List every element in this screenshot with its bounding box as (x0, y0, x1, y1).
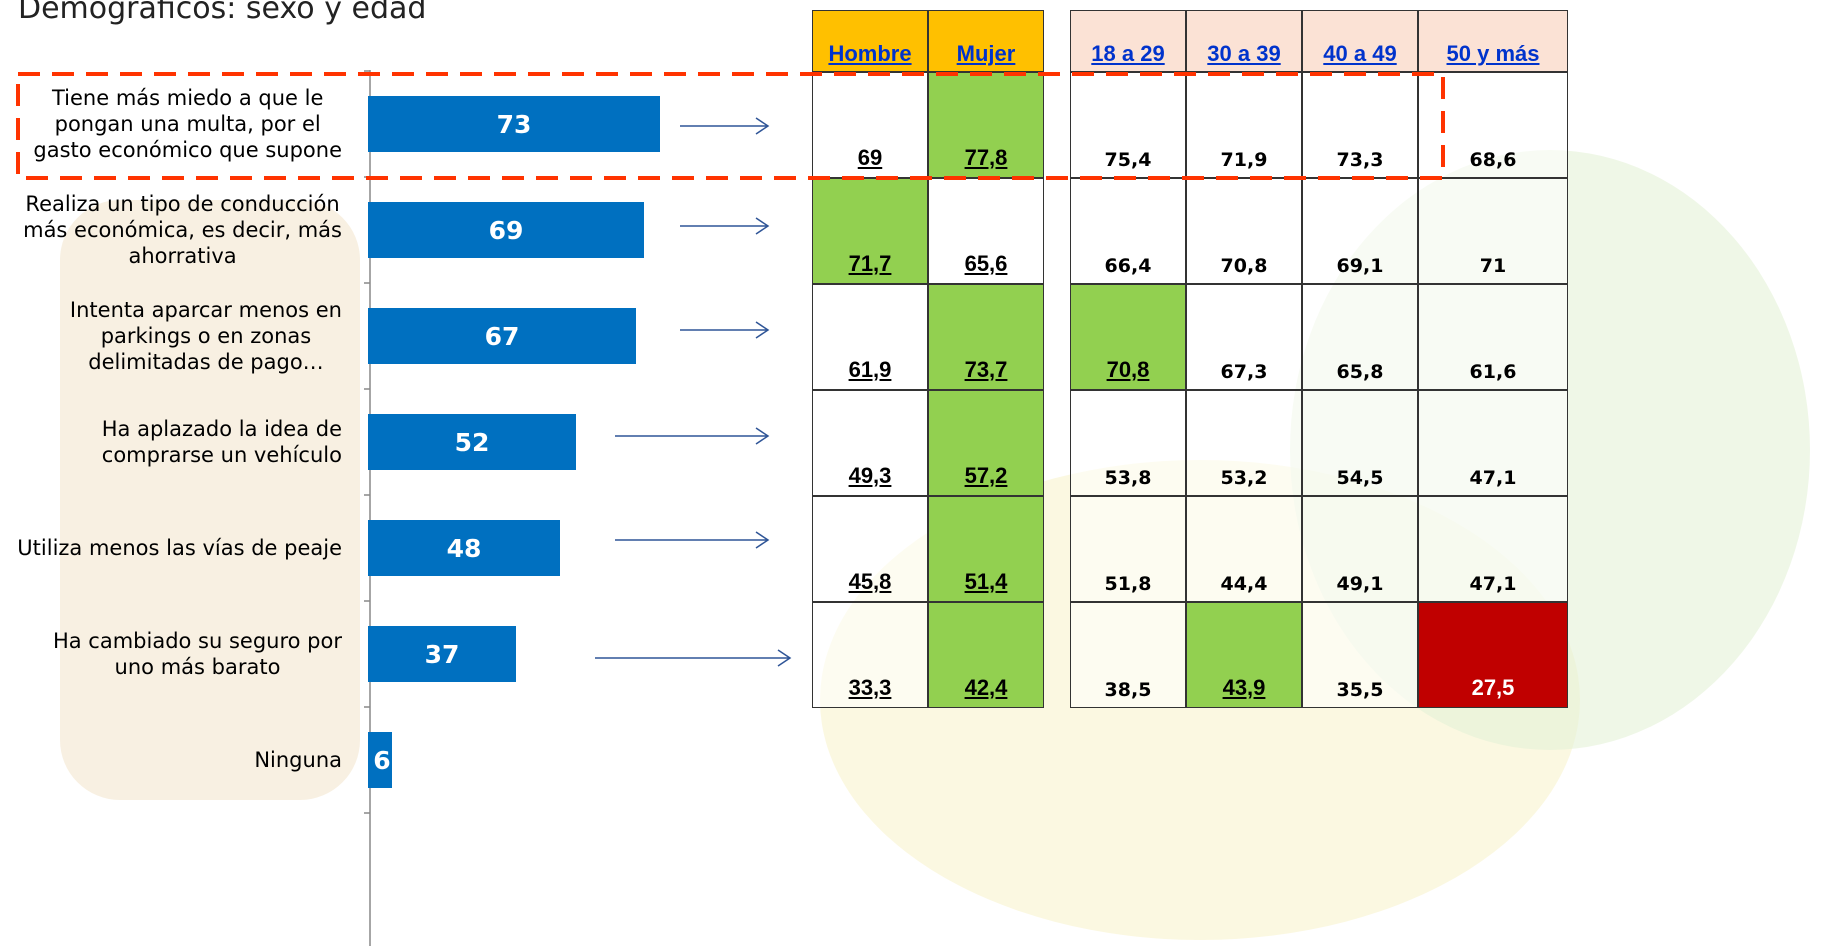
table-cell: 70,8 (1186, 178, 1302, 284)
category-label: Realiza un tipo de conducción más económ… (23, 192, 342, 268)
table-cell: 47,1 (1418, 390, 1568, 496)
bar (368, 308, 636, 364)
table-cell: 38,5 (1070, 602, 1186, 708)
table-cell: 47,1 (1418, 496, 1568, 602)
bar (368, 732, 392, 788)
page-title: Demográficos: sexo y edad (18, 0, 426, 26)
table-cell: 68,6 (1418, 72, 1568, 178)
category-label: Ninguna (254, 748, 342, 772)
table-cell: 77,8 (928, 72, 1044, 178)
table-cell: 65,6 (928, 178, 1044, 284)
table-cell: 57,2 (928, 390, 1044, 496)
table-cell: 27,5 (1418, 602, 1568, 708)
table-header: 30 a 39 (1186, 10, 1302, 72)
table-cell: 53,2 (1186, 390, 1302, 496)
category-label: Ha aplazado la idea de comprarse un vehí… (101, 417, 342, 467)
bar-value-label: 67 (485, 322, 520, 351)
table-cell: 66,4 (1070, 178, 1186, 284)
table-cell: 71,7 (812, 178, 928, 284)
table-cell: 49,3 (812, 390, 928, 496)
arrows (595, 117, 792, 667)
bar (368, 520, 560, 576)
table-cell: 61,6 (1418, 284, 1568, 390)
table-cell: 44,4 (1186, 496, 1302, 602)
table-cell: 49,1 (1302, 496, 1418, 602)
table-cell: 53,8 (1070, 390, 1186, 496)
table-cell: 65,8 (1302, 284, 1418, 390)
table-cell: 75,4 (1070, 72, 1186, 178)
table-cell: 69 (812, 72, 928, 178)
table-cell: 67,3 (1186, 284, 1302, 390)
table-header: 40 a 49 (1302, 10, 1418, 72)
bg-clothespin (60, 200, 360, 800)
bar-value-label: 52 (455, 428, 490, 457)
bar-value-label: 37 (425, 640, 460, 669)
table-cell: 51,8 (1070, 496, 1186, 602)
bar-value-label: 73 (497, 110, 532, 139)
table-cell: 73,7 (928, 284, 1044, 390)
bar (368, 414, 576, 470)
table-cell: 71,9 (1186, 72, 1302, 178)
category-label: Ha cambiado su seguro por uno más barato (52, 629, 342, 679)
table-cell: 54,5 (1302, 390, 1418, 496)
bar (368, 626, 516, 682)
table-header: Mujer (928, 10, 1044, 72)
table-cell: 35,5 (1302, 602, 1418, 708)
table-cell: 71 (1418, 178, 1568, 284)
category-label: Intenta aparcar menos en parkings o en z… (69, 298, 342, 374)
bar-value-label: 48 (447, 534, 482, 563)
bar (368, 202, 644, 258)
table-cell: 42,4 (928, 602, 1044, 708)
table-cell: 61,9 (812, 284, 928, 390)
table-header: 18 a 29 (1070, 10, 1186, 72)
category-label: Tiene más miedo a que le pongan una mult… (33, 86, 342, 162)
table-cell: 33,3 (812, 602, 928, 708)
table-cell: 45,8 (812, 496, 928, 602)
table-cell: 73,3 (1302, 72, 1418, 178)
table-header: 50 y más (1418, 10, 1568, 72)
table-header: Hombre (812, 10, 928, 72)
table-cell: 43,9 (1186, 602, 1302, 708)
table-cell: 69,1 (1302, 178, 1418, 284)
table-cell: 70,8 (1070, 284, 1186, 390)
category-label: Utiliza menos las vías de peaje (17, 536, 342, 560)
bar-value-label: 69 (489, 216, 524, 245)
table-cell: 51,4 (928, 496, 1044, 602)
bar-value-label: 6 (373, 746, 390, 775)
